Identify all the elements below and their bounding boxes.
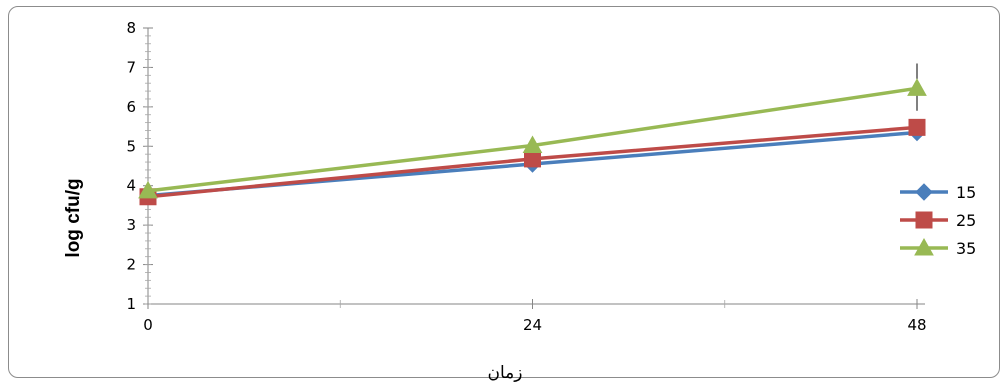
legend-label: 25 xyxy=(956,211,976,230)
y-tick-label: 5 xyxy=(126,137,136,155)
y-tick-label: 7 xyxy=(126,58,136,76)
legend-label: 15 xyxy=(956,183,976,202)
legend-marker xyxy=(915,211,933,229)
y-tick-label: 3 xyxy=(126,216,136,234)
legend-entry-15: 15 xyxy=(900,183,976,202)
legend: 15 25 35 xyxy=(900,183,976,258)
x-tick-label: 48 xyxy=(907,316,926,334)
series-layer xyxy=(138,63,927,206)
data-point-35 xyxy=(907,78,927,96)
y-tick-label: 4 xyxy=(126,177,136,195)
data-point-25 xyxy=(524,150,541,168)
data-point-25 xyxy=(908,118,926,136)
axes: 1 2 3 4 5 6 7 8 0 24 48 xyxy=(126,19,926,334)
y-tick-label: 2 xyxy=(126,256,136,274)
x-axis-title: زمان xyxy=(488,363,523,383)
x-tick-label: 0 xyxy=(143,316,153,334)
series-35 xyxy=(138,78,927,199)
legend-entry-35: 35 xyxy=(900,237,976,258)
y-tick-label: 6 xyxy=(126,98,136,116)
x-tick-label: 24 xyxy=(523,316,542,334)
legend-marker xyxy=(914,237,934,256)
legend-entry-25: 25 xyxy=(900,211,976,230)
y-axis-title: log cfu/g xyxy=(63,178,84,257)
y-tick-label: 1 xyxy=(126,295,136,313)
y-tick-label: 8 xyxy=(126,19,136,37)
series-25 xyxy=(139,118,926,206)
data-point-35 xyxy=(138,180,158,199)
legend-marker xyxy=(915,183,933,201)
legend-label: 35 xyxy=(956,239,976,258)
data-point-35 xyxy=(522,135,543,153)
